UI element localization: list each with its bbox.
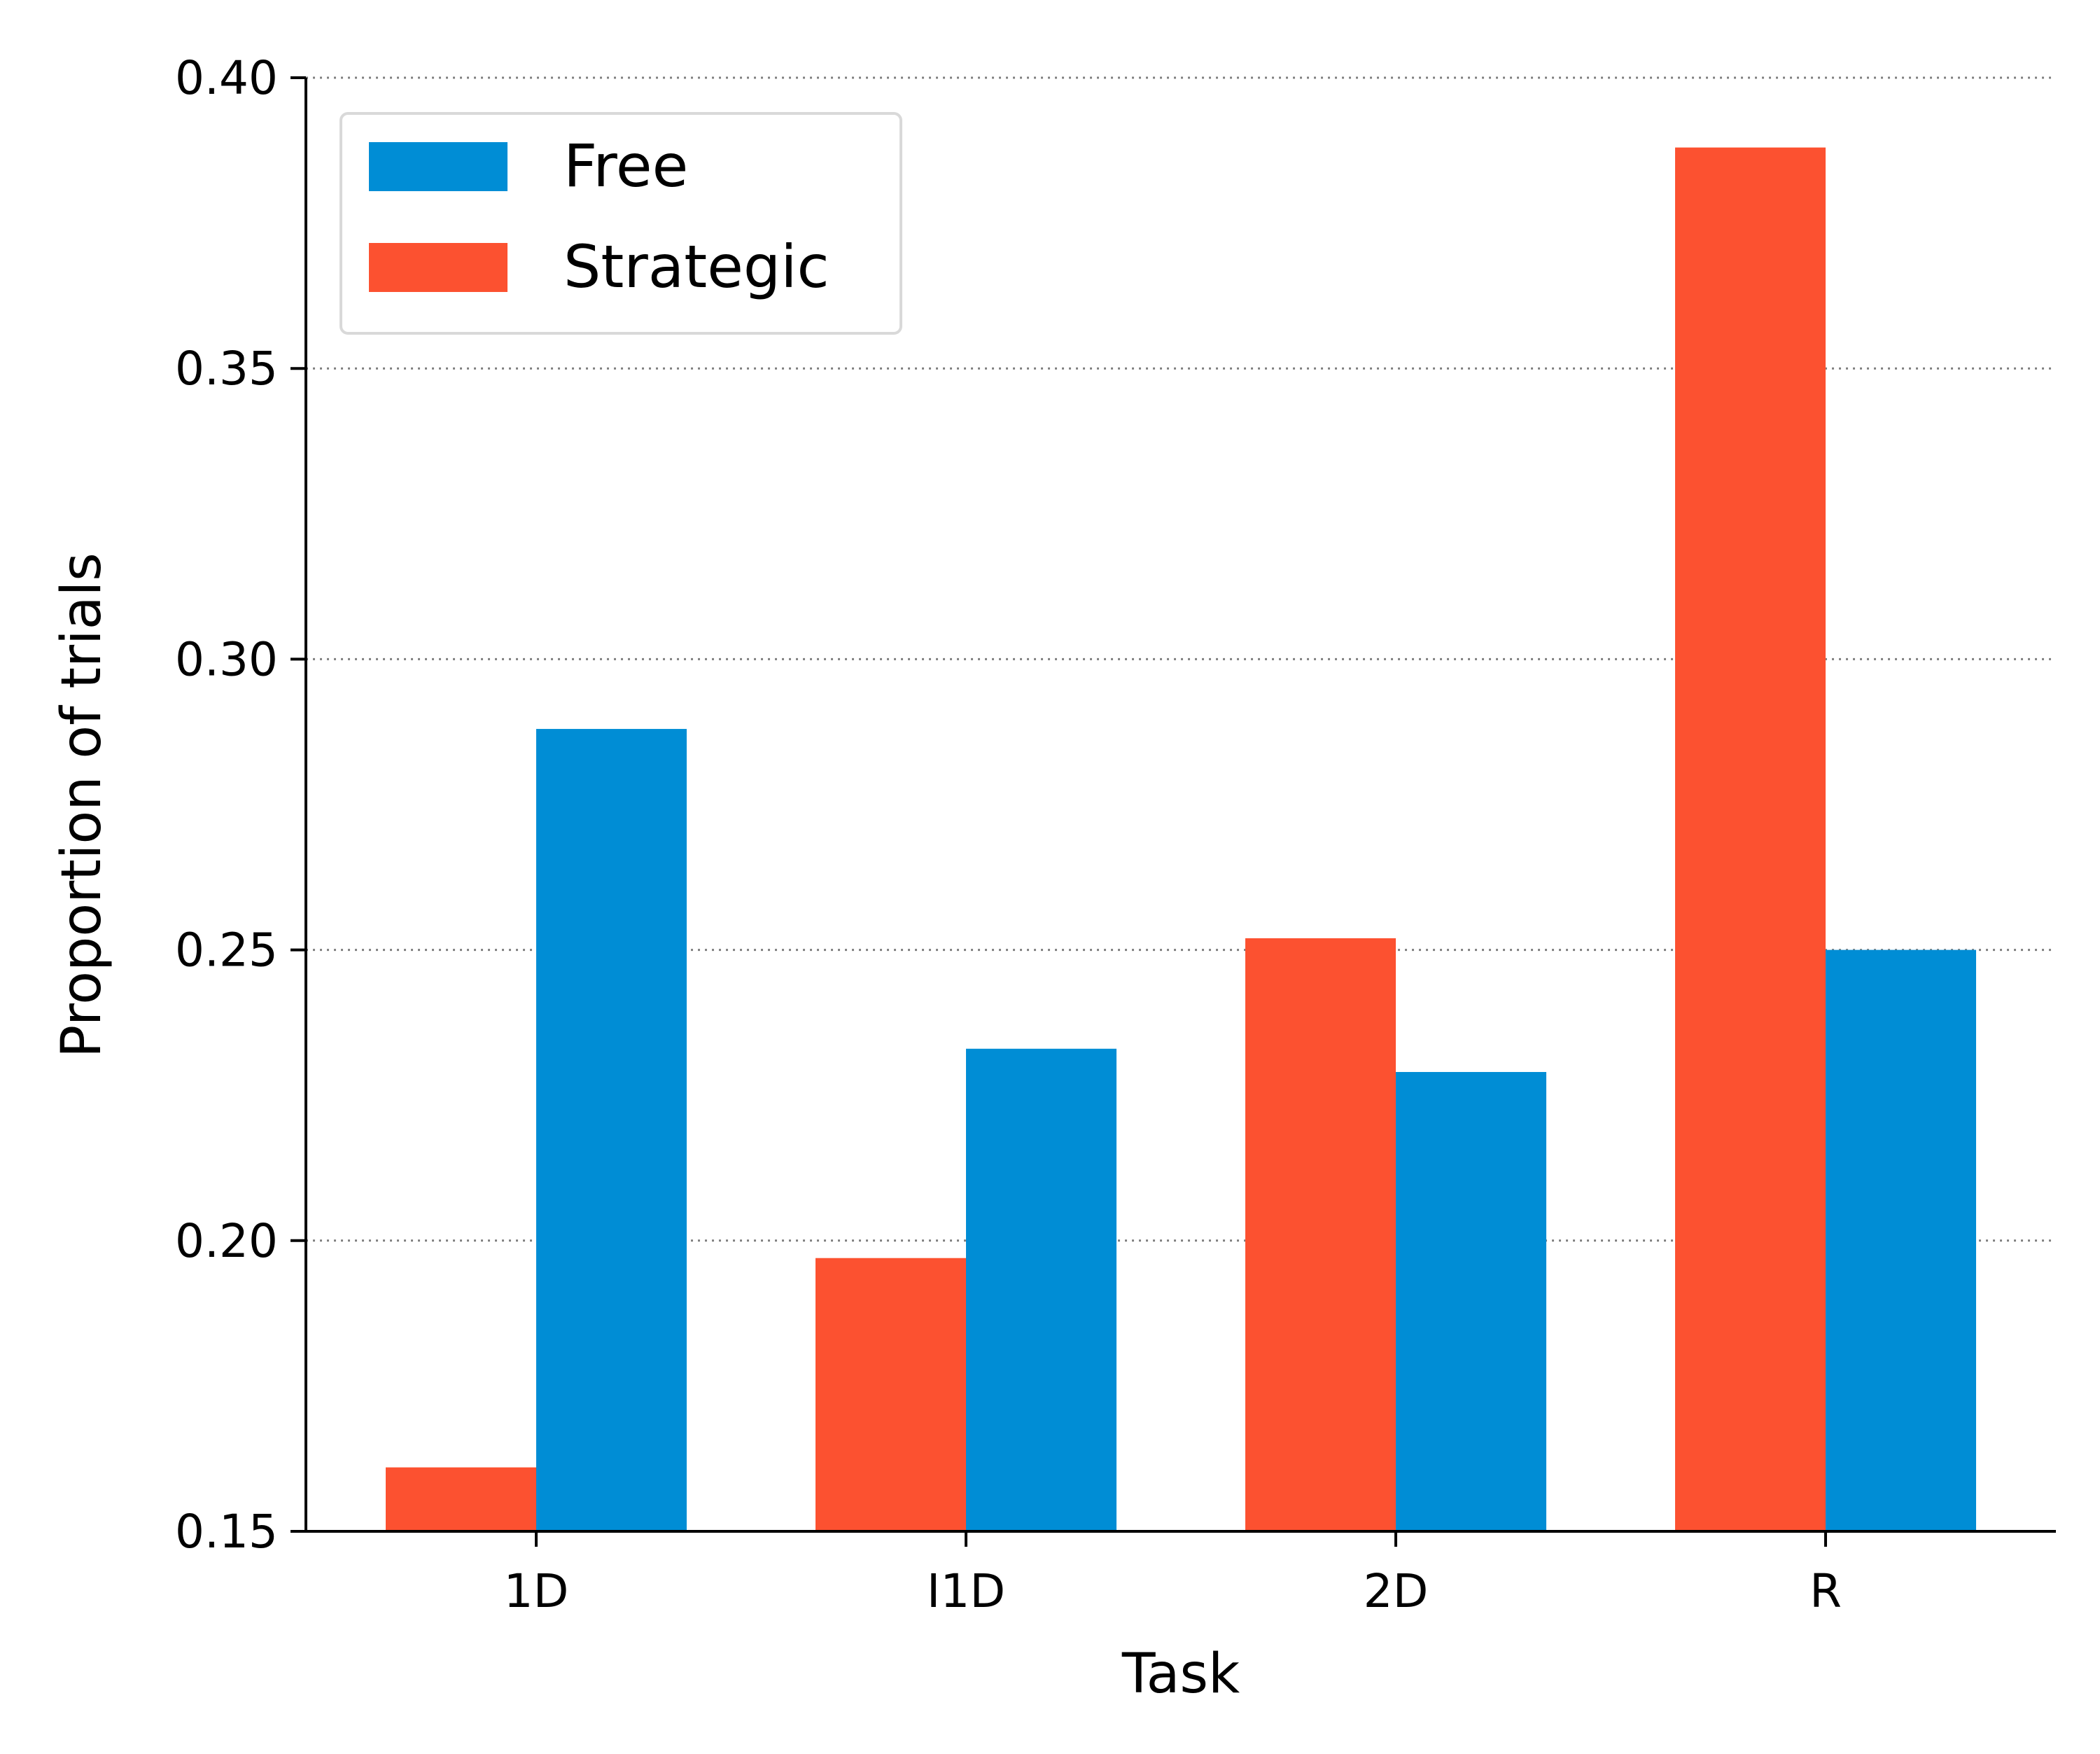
bar-strategic-i1d [816,1258,966,1531]
bar-free-r [1826,949,1976,1531]
y-tick-label: 0.15 [175,1505,278,1559]
x-tick-label: R [1809,1564,1842,1618]
bar-free-1d [536,729,687,1531]
axes [304,78,2056,1533]
legend-label-strategic: Strategic [564,232,830,301]
bar-free-2d [1396,1071,1546,1531]
y-tick-label: 0.40 [175,51,278,105]
x-axis-title: Task [1121,1643,1240,1706]
bar-free-i1d [966,1048,1116,1531]
legend-swatch-free [369,142,507,191]
y-tick-label: 0.35 [175,342,278,396]
y-tick-label: 0.25 [175,924,278,977]
x-tick-label: 1D [504,1564,569,1618]
legend-label-free: Free [564,132,688,200]
legend: Free Strategic [340,112,902,335]
legend-swatch-strategic [369,243,507,292]
y-tick-label: 0.30 [175,632,278,686]
ticks: 0.15 0.20 0.25 0.30 0.35 0.40 1D I1D 2D R [175,51,1842,1618]
y-axis-title: Proportion of trials [50,552,113,1058]
gridlines [306,76,2056,1242]
bar-strategic-1d [386,1467,536,1531]
bar-strategic-r [1675,147,1826,1532]
bars [386,147,1976,1532]
bar-strategic-2d [1245,938,1396,1531]
x-tick-label: 2D [1364,1564,1429,1618]
x-tick-label: I1D [927,1564,1005,1618]
y-tick-label: 0.20 [175,1214,278,1268]
